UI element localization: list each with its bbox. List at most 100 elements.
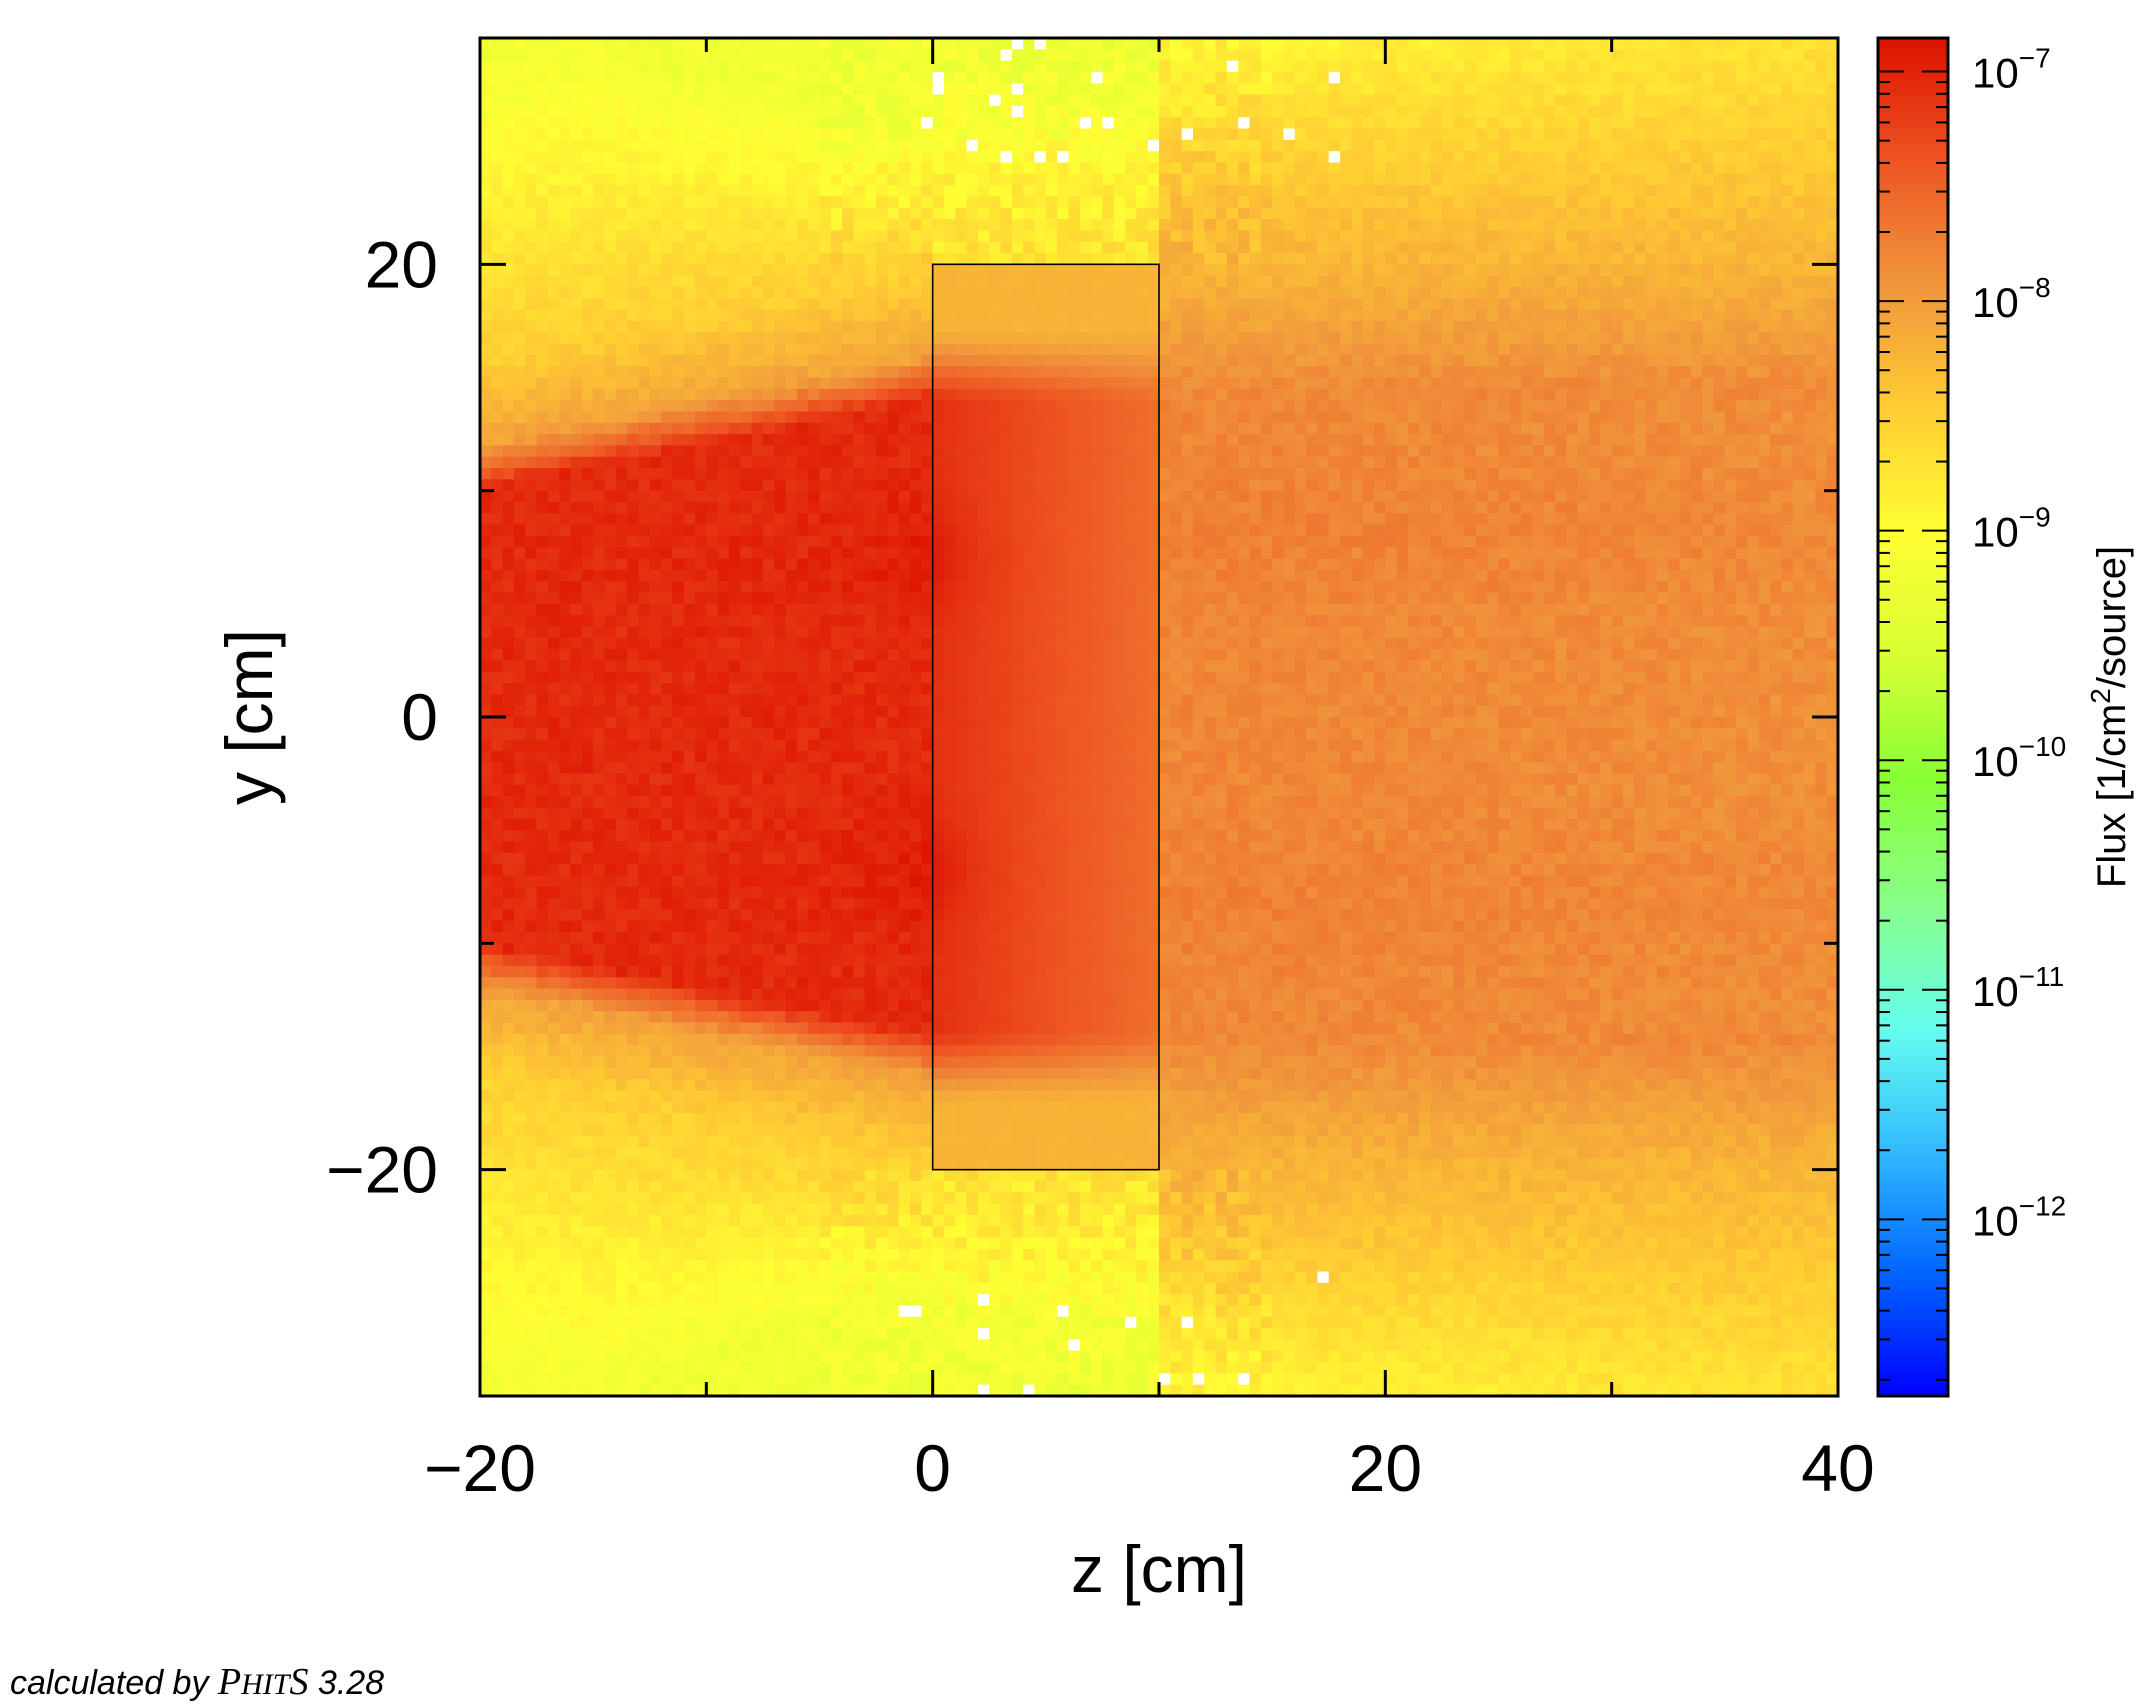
heatmap-cell	[502, 83, 515, 96]
heatmap-cell	[1600, 400, 1613, 413]
heatmap-cell	[581, 128, 594, 141]
heatmap-cell	[1272, 241, 1285, 254]
heatmap-cell	[1351, 434, 1364, 446]
heatmap-cell	[1238, 388, 1251, 401]
heatmap-cell	[977, 38, 990, 50]
heatmap-cell	[1351, 151, 1364, 164]
heatmap-cell	[1306, 60, 1319, 73]
heatmap-cell	[1475, 117, 1488, 130]
heatmap-cell	[808, 468, 821, 480]
heatmap-cell	[1204, 196, 1217, 209]
heatmap-cell	[638, 83, 651, 96]
heatmap-cell	[1045, 219, 1058, 231]
heatmap-cell	[740, 162, 753, 175]
heatmap-cell	[1385, 60, 1398, 73]
heatmap-cell	[1656, 479, 1669, 492]
heatmap-cell	[898, 207, 911, 220]
heatmap-cell	[1249, 366, 1262, 379]
heatmap-cell	[1509, 388, 1522, 401]
heatmap-cell	[491, 196, 504, 209]
heatmap-cell	[898, 400, 911, 413]
heatmap-cell	[1374, 71, 1386, 84]
heatmap-cell	[1770, 422, 1783, 435]
heatmap-cell	[1385, 479, 1398, 492]
heatmap-cell	[898, 162, 911, 175]
heatmap-cell	[1645, 275, 1658, 288]
heatmap-cell	[1690, 286, 1703, 299]
heatmap-cell	[1724, 332, 1737, 345]
heatmap-cell	[1283, 286, 1296, 299]
heatmap-cell	[819, 139, 832, 152]
heatmap-cell	[695, 456, 707, 469]
heatmap-cell	[1023, 151, 1036, 164]
heatmap-cell	[1023, 456, 1036, 469]
heatmap-cell	[1192, 94, 1205, 107]
heatmap-cell	[774, 468, 787, 480]
heatmap-cell	[1249, 445, 1262, 458]
heatmap-cell	[785, 230, 798, 243]
heatmap-cell	[491, 411, 504, 424]
heatmap-cell	[1045, 185, 1058, 198]
heatmap-cell	[1747, 366, 1760, 379]
heatmap-cell	[943, 139, 956, 152]
heatmap-cell	[921, 264, 934, 277]
heatmap-cell	[706, 173, 719, 186]
heatmap-cell	[1656, 83, 1669, 96]
heatmap-cell	[683, 434, 696, 446]
heatmap-cell	[672, 173, 685, 186]
heatmap-cell	[1464, 117, 1477, 130]
heatmap-cell	[649, 151, 662, 164]
heatmap-cell	[898, 286, 911, 299]
heatmap-cell	[480, 377, 492, 390]
heatmap-cell	[1272, 501, 1285, 514]
heatmap-cell	[1543, 241, 1556, 254]
heatmap-cell	[570, 230, 583, 243]
heatmap-cell	[853, 117, 866, 130]
heatmap-cell	[1464, 173, 1477, 186]
heatmap-cell	[1543, 196, 1556, 209]
heatmap-cell	[898, 128, 911, 141]
heatmap-cell	[1294, 309, 1307, 322]
heatmap-cell	[864, 320, 877, 333]
heatmap-cell	[1113, 479, 1126, 492]
heatmap-cell	[1136, 219, 1149, 231]
heatmap-cell	[1000, 173, 1013, 186]
heatmap-cell	[842, 286, 855, 299]
heatmap-cell	[1249, 468, 1262, 480]
heatmap-cell	[604, 298, 617, 311]
heatmap-cell	[887, 354, 900, 367]
heatmap-cell	[785, 377, 798, 390]
heatmap-cell	[796, 128, 809, 141]
heatmap-cell	[1317, 434, 1330, 446]
heatmap-cell	[1566, 264, 1579, 277]
heatmap-cell	[1815, 298, 1828, 311]
heatmap-cell	[1566, 94, 1579, 107]
heatmap-cell	[581, 366, 594, 379]
heatmap-cell	[1453, 332, 1466, 345]
heatmap-cell	[1521, 230, 1534, 243]
heatmap-cell	[1656, 286, 1669, 299]
heatmap-cell	[717, 162, 730, 175]
heatmap-cell	[1102, 456, 1115, 469]
heatmap-cell	[751, 343, 764, 356]
heatmap-cell	[1441, 422, 1454, 435]
heatmap-cell	[887, 94, 900, 107]
heatmap-cell	[1362, 298, 1375, 311]
heatmap-cell	[853, 241, 866, 254]
heatmap-cell	[1758, 377, 1771, 390]
heatmap-cell	[1317, 422, 1330, 435]
heatmap-cell	[513, 117, 526, 130]
heatmap-cell	[1634, 354, 1647, 367]
heatmap-cell	[1713, 185, 1726, 198]
heatmap-cell	[1758, 275, 1771, 288]
heatmap-cell	[1091, 456, 1104, 469]
heatmap-cell	[491, 501, 504, 514]
heatmap-cell	[819, 479, 832, 492]
heatmap-cell	[1045, 411, 1058, 424]
heatmap-cell	[1702, 185, 1715, 198]
heatmap-cell	[604, 400, 617, 413]
heatmap-cell	[1656, 343, 1669, 356]
heatmap-cell	[1317, 445, 1330, 458]
heatmap-cell	[1826, 411, 1838, 424]
heatmap-cell	[808, 377, 821, 390]
